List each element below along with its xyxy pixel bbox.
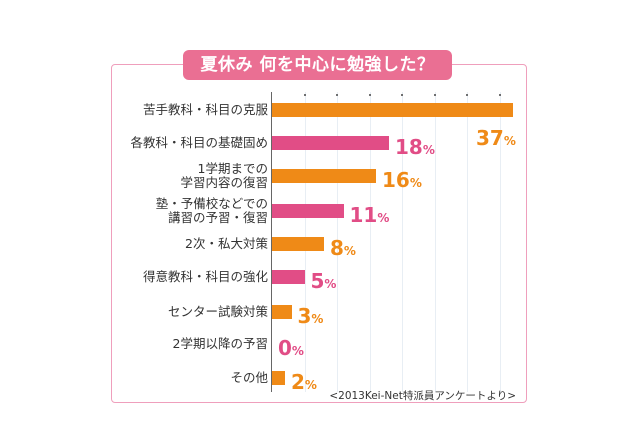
- tick-mark: [303, 94, 306, 96]
- category-label: 苦手教科・科目の克服: [142, 102, 268, 117]
- tick-mark: [466, 94, 468, 96]
- value-label: 16%: [382, 168, 422, 192]
- gridline: [337, 92, 338, 392]
- category-label: センター試験対策: [167, 304, 268, 319]
- value-label: 0%: [278, 336, 304, 360]
- value-label: 3%: [297, 304, 324, 328]
- bar: [272, 305, 292, 319]
- tick-mark: [336, 94, 338, 96]
- value-label: 8%: [330, 236, 356, 260]
- y-axis-line: [271, 92, 272, 392]
- bar: [272, 136, 389, 150]
- gridline: [434, 92, 436, 392]
- value-label: 2%: [291, 370, 317, 394]
- chart-frame: [111, 64, 527, 403]
- tick-mark: [433, 94, 436, 96]
- tick-mark: [401, 94, 403, 96]
- source-note: <2013Kei-Net特派員アンケートより>: [329, 390, 516, 402]
- gridline: [402, 92, 403, 392]
- gridline: [369, 92, 371, 392]
- bar: [272, 237, 324, 251]
- value-label: 18%: [395, 135, 435, 159]
- chart-title: 夏休み 何を中心に勉強した？: [183, 50, 452, 80]
- category-label: 2次・私大対策: [185, 236, 268, 251]
- category-label: その他: [230, 370, 268, 385]
- gridline: [467, 92, 468, 392]
- value-label: 37%: [476, 126, 516, 150]
- tick-mark: [498, 94, 501, 96]
- category-label: 塾・予備校などでの 講習の予習・復習: [155, 196, 268, 225]
- bar: [272, 169, 376, 183]
- bar: [272, 204, 344, 218]
- value-label: 5%: [310, 269, 337, 293]
- bar: [272, 270, 305, 284]
- value-label: 11%: [349, 203, 390, 227]
- bar: [272, 103, 513, 117]
- bar: [272, 371, 285, 385]
- category-label: 1学期までの 学習内容の復習: [180, 161, 268, 190]
- tick-mark: [368, 94, 371, 96]
- category-label: 2学期以降の予習: [172, 336, 268, 351]
- category-label: 各教科・科目の基礎固め: [130, 135, 268, 150]
- category-label: 得意教科・科目の強化: [142, 269, 268, 284]
- gridline: [499, 92, 501, 392]
